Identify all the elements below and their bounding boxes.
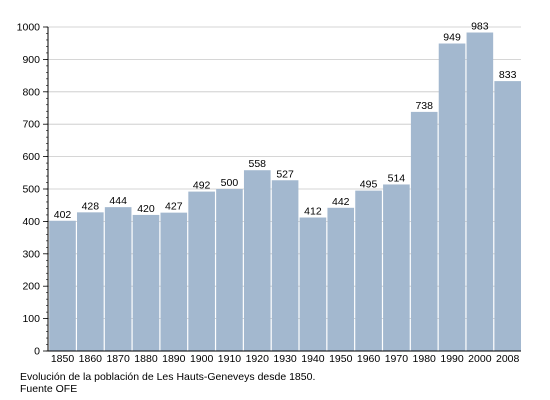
chart-caption: Evolución de la población de Les Hauts-G… [20, 371, 316, 383]
x-tick-label-1960: 1960 [357, 353, 381, 365]
data-label-1940: 412 [304, 206, 322, 218]
x-tick-label-1930: 1930 [273, 353, 297, 365]
data-label-1890: 427 [165, 201, 183, 213]
data-label-1930: 527 [276, 168, 294, 180]
x-tick-label-1850: 1850 [51, 353, 75, 365]
x-tick-label-1950: 1950 [329, 353, 353, 365]
y-tick-label: 900 [22, 54, 40, 66]
x-tick-label-1880: 1880 [134, 353, 158, 365]
y-tick-label: 1000 [17, 22, 41, 34]
bar-1860 [77, 212, 104, 351]
data-label-1960: 495 [360, 179, 378, 191]
data-labels: 402 428 444 420 427 492 500 558 527 412 442 495 514 7… [54, 21, 517, 221]
chart-source: Fuente OFE [20, 383, 78, 395]
x-tick-label-2000: 2000 [468, 353, 492, 365]
y-tick-label: 700 [22, 119, 40, 131]
y-tick-label: 800 [22, 86, 40, 98]
bar-1930 [271, 180, 299, 351]
bar-1990 [438, 43, 466, 352]
bar-1880 [132, 214, 160, 351]
data-label-1870: 444 [109, 195, 127, 207]
data-label-1860: 428 [82, 200, 100, 212]
bar-1910 [216, 189, 243, 351]
x-tick-label-1990: 1990 [440, 353, 464, 365]
data-label-2008: 833 [499, 69, 517, 81]
x-tick-label-1940: 1940 [301, 353, 325, 365]
bar-1850 [49, 220, 76, 351]
x-tick-label-1910: 1910 [218, 353, 242, 365]
y-tick-label: 0 [34, 346, 40, 358]
x-tick-label-2008: 2008 [496, 353, 520, 365]
data-label-2000: 983 [471, 21, 489, 33]
bar-2000 [466, 32, 494, 351]
data-label-1950: 442 [332, 196, 350, 208]
bar-1900 [188, 191, 215, 351]
bar-1960 [355, 190, 382, 351]
x-tick-label-1890: 1890 [162, 353, 186, 365]
axes: 0 100 200 300 400 500 600 700 800 900 1000 1850 1860… [17, 22, 521, 365]
data-label-1880: 420 [137, 203, 155, 215]
bar-1940 [299, 217, 327, 351]
bar-1920 [243, 170, 271, 351]
data-label-1990: 949 [443, 32, 461, 44]
data-label-1900: 492 [193, 180, 211, 192]
bar-1890 [160, 212, 188, 351]
bar-1950 [327, 207, 355, 351]
x-tick-label-1900: 1900 [190, 353, 214, 365]
bar-2008 [494, 81, 521, 352]
y-tick-label: 600 [22, 151, 40, 163]
x-tick-label-1980: 1980 [413, 353, 437, 365]
data-label-1970: 514 [388, 172, 406, 184]
x-tick-label-1860: 1860 [79, 353, 103, 365]
y-tick-label: 200 [22, 281, 40, 293]
y-tick-label: 100 [22, 313, 40, 325]
data-label-1850: 402 [54, 209, 72, 221]
data-label-1910: 500 [221, 177, 239, 189]
x-tick-label-1870: 1870 [106, 353, 130, 365]
bar-1970 [383, 184, 410, 351]
data-label-1980: 738 [415, 100, 433, 112]
data-label-1920: 558 [249, 158, 267, 170]
bars [49, 32, 521, 352]
y-tick-label: 300 [22, 248, 40, 260]
y-tick-label: 400 [22, 216, 40, 228]
bar-1980 [410, 111, 438, 351]
x-tick-label-1920: 1920 [246, 353, 270, 365]
x-tick-label-1970: 1970 [385, 353, 409, 365]
y-tick-label: 500 [22, 184, 40, 196]
bar-1870 [104, 207, 132, 351]
